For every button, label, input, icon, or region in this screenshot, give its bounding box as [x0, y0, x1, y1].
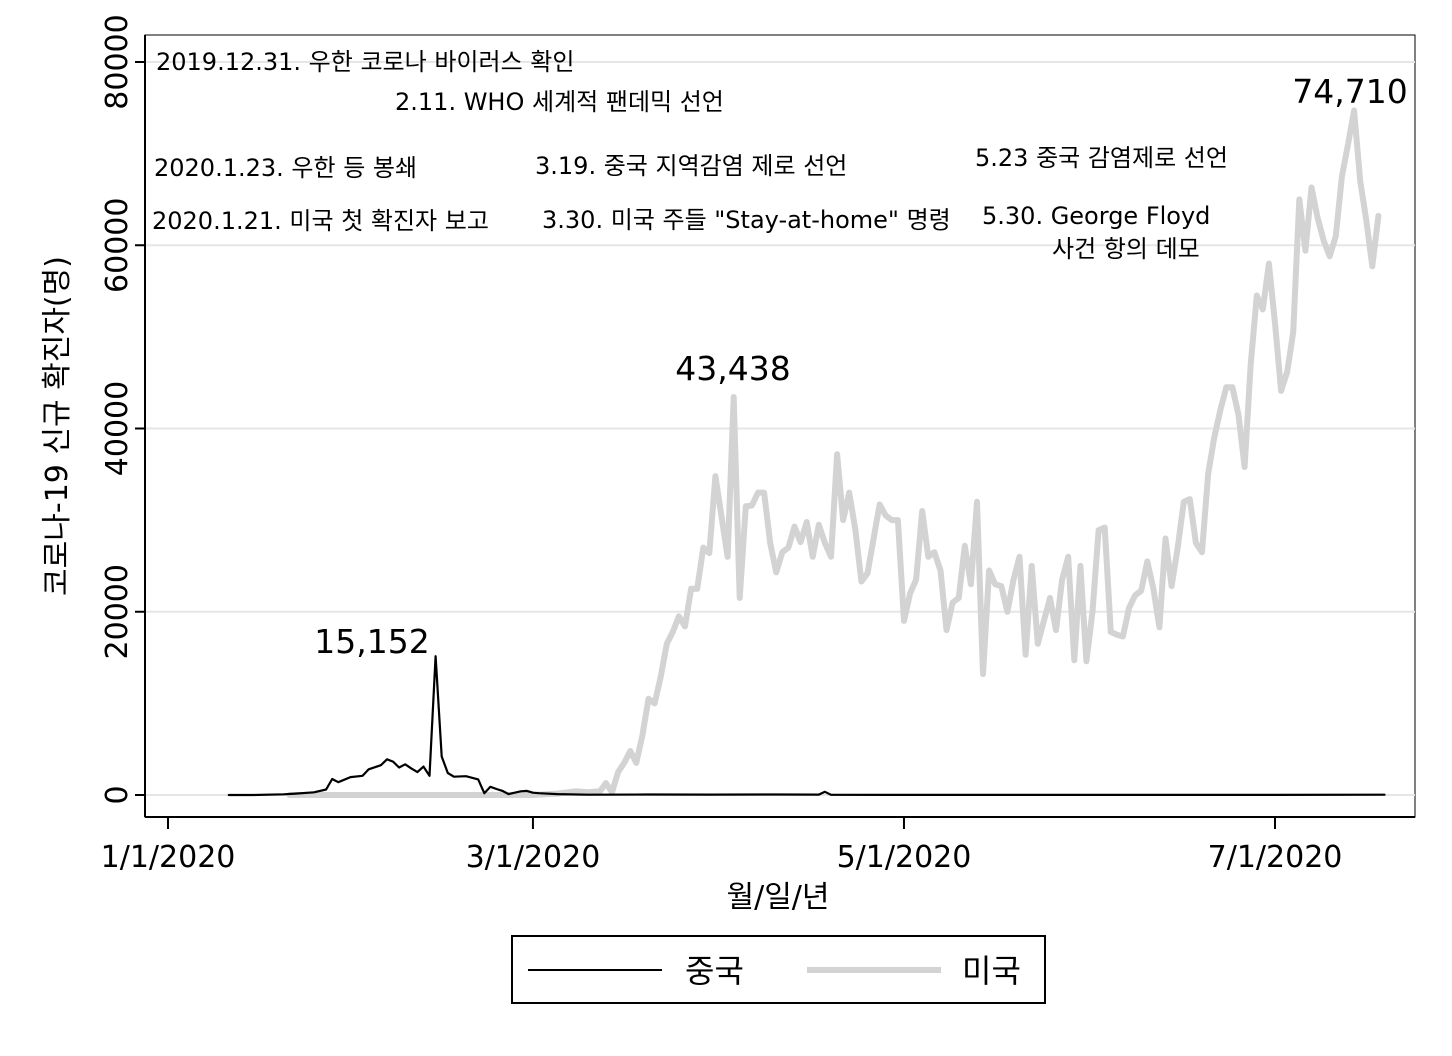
annotation-george-floyd: 5.30. George Floyd [982, 202, 1210, 230]
legend-label-china: 중국 [685, 952, 744, 990]
y-tick-label: 20000 [100, 564, 135, 659]
annotation-china-zero-local: 3.19. 중국 지역감염 제로 선언 [535, 152, 847, 180]
x-tick-label: 1/1/2020 [101, 840, 236, 875]
series-line-china [227, 655, 1386, 797]
peak-label-us-july: 74,710 [1292, 72, 1407, 111]
y-tick-label: 40000 [100, 381, 135, 476]
peak-label-china: 15,152 [314, 622, 429, 661]
annotation-wuhan-lockdown: 2020.1.23. 우한 등 봉쇄 [154, 154, 417, 182]
y-axis: 0 20000 40000 60000 80000 [100, 14, 146, 817]
x-tick-label: 3/1/2020 [466, 840, 601, 875]
annotation-us-first-case: 2020.1.21. 미국 첫 확진자 보고 [152, 207, 489, 235]
peak-label-us-april: 43,438 [675, 349, 790, 388]
annotations: 2019.12.31. 우한 코로나 바이러스 확인 2.11. WHO 세계적… [152, 48, 1228, 263]
x-tick-label: 5/1/2020 [837, 840, 972, 875]
annotation-who-pandemic: 2.11. WHO 세계적 팬데믹 선언 [395, 88, 724, 116]
annotation-stay-at-home: 3.30. 미국 주들 "Stay-at-home" 명령 [542, 206, 951, 234]
x-axis-title: 월/일/년 [726, 880, 829, 915]
y-axis-title: 코로나-19 신규 확진자(명) [40, 256, 75, 596]
annotation-wuhan-confirm: 2019.12.31. 우한 코로나 바이러스 확인 [156, 48, 574, 76]
annotation-china-zero: 5.23 중국 감염제로 선언 [975, 144, 1228, 172]
y-tick-label: 60000 [100, 198, 135, 293]
legend-label-us: 미국 [962, 952, 1021, 990]
legend: 중국 미국 [511, 935, 1046, 1004]
series-layer [227, 107, 1386, 798]
annotation-protest: 사건 항의 데모 [1052, 235, 1200, 263]
x-axis: 1/1/2020 3/1/2020 5/1/2020 7/1/2020 [101, 816, 1415, 875]
series-line-us [286, 107, 1382, 798]
x-tick-label: 7/1/2020 [1208, 840, 1343, 875]
y-tick-label: 0 [100, 785, 135, 804]
y-tick-label: 80000 [100, 14, 135, 109]
plot-area [144, 34, 1416, 818]
